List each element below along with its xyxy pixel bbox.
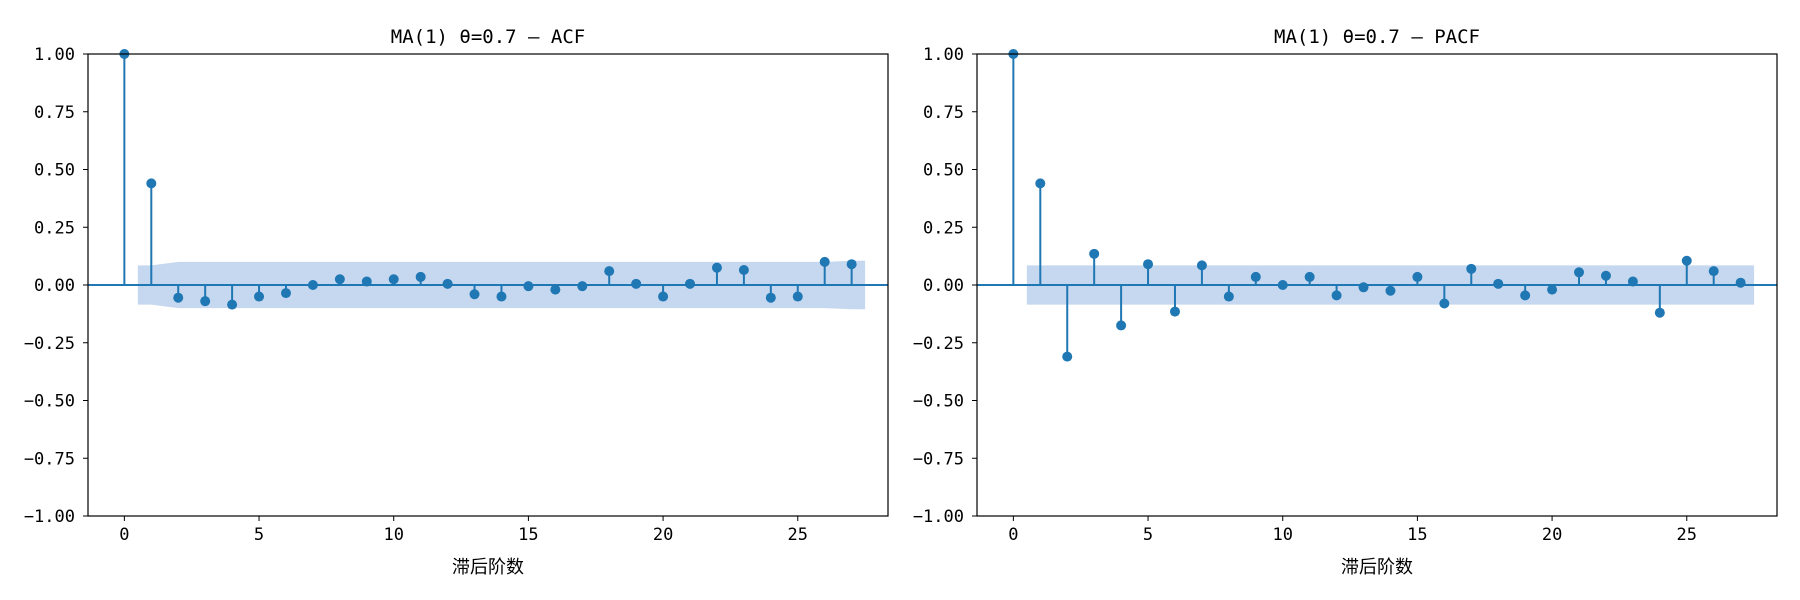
acf-point-lag-27 xyxy=(846,259,857,270)
acf-point-lag-18 xyxy=(604,266,615,277)
pacf-xtick-label: 15 xyxy=(1407,525,1427,545)
pacf-point-lag-1 xyxy=(1035,178,1046,189)
acf-point-lag-16 xyxy=(550,284,561,295)
acf-point-lag-19 xyxy=(631,278,642,289)
acf-ytick-label: −0.75 xyxy=(24,449,75,469)
pacf-point-lag-25 xyxy=(1681,255,1692,266)
pacf-xtick-label: 0 xyxy=(1008,525,1018,545)
pacf-panel: MA(1) θ=0.7 — PACF 1.00 0.75 0.50 0.25 0.00 −… xyxy=(913,26,1778,578)
acf-xtick-label: 20 xyxy=(653,525,673,545)
acf-point-lag-2 xyxy=(173,292,184,303)
pacf-point-lag-5 xyxy=(1143,259,1154,270)
pacf-xtick-label: 10 xyxy=(1272,525,1292,545)
pacf-point-lag-6 xyxy=(1169,306,1180,317)
acf-xtick-label: 10 xyxy=(383,525,403,545)
acf-point-lag-10 xyxy=(388,274,399,285)
pacf-point-lag-18 xyxy=(1493,278,1504,289)
acf-point-lag-20 xyxy=(658,291,669,302)
acf-ytick-label: 0.00 xyxy=(34,276,75,296)
acf-point-lag-15 xyxy=(523,281,534,292)
pacf-point-lag-21 xyxy=(1574,267,1585,278)
acf-xtick-label: 25 xyxy=(788,525,808,545)
acf-point-lag-14 xyxy=(496,291,507,302)
pacf-ytick-label: 1.00 xyxy=(923,45,964,65)
acf-point-lag-1 xyxy=(146,178,157,189)
acf-ytick-label: −0.25 xyxy=(24,334,75,354)
acf-xtick-label: 15 xyxy=(518,525,538,545)
acf-x-ticks: 0 5 10 15 20 25 xyxy=(119,516,808,545)
acf-y-ticks: 1.00 0.75 0.50 0.25 0.00 −0.25 −0.50 −0.75 −1.00 xyxy=(24,45,88,527)
acf-point-lag-25 xyxy=(792,291,803,302)
acf-ytick-label: −1.00 xyxy=(24,507,75,527)
pacf-ytick-label: −0.25 xyxy=(913,334,964,354)
acf-points-layer xyxy=(119,49,857,310)
acf-chart-title: MA(1) θ=0.7 — ACF xyxy=(391,26,585,48)
pacf-point-lag-8 xyxy=(1223,291,1234,302)
acf-ytick-label: 0.75 xyxy=(34,103,75,123)
acf-point-lag-5 xyxy=(254,291,265,302)
pacf-point-lag-11 xyxy=(1304,271,1315,282)
pacf-ytick-label: 0.75 xyxy=(923,103,964,123)
acf-x-axis-label: 滞后阶数 xyxy=(452,557,524,578)
pacf-x-ticks: 0 5 10 15 20 25 xyxy=(1008,516,1697,545)
pacf-point-lag-22 xyxy=(1600,270,1611,281)
acf-point-lag-9 xyxy=(361,276,372,287)
pacf-point-lag-15 xyxy=(1412,271,1423,282)
acf-point-lag-17 xyxy=(577,281,588,292)
pacf-chart-title: MA(1) θ=0.7 — PACF xyxy=(1274,26,1480,48)
acf-panel: MA(1) θ=0.7 — ACF 1.00 0.75 0.50 0.25 0.00 −0… xyxy=(24,26,889,578)
acf-point-lag-13 xyxy=(469,289,480,300)
acf-point-lag-26 xyxy=(819,256,830,267)
pacf-point-lag-4 xyxy=(1116,320,1127,331)
pacf-ytick-label: −0.75 xyxy=(913,449,964,469)
pacf-ytick-label: −1.00 xyxy=(913,507,964,527)
pacf-point-lag-16 xyxy=(1439,298,1450,309)
pacf-point-lag-17 xyxy=(1466,263,1477,274)
acf-point-lag-4 xyxy=(227,299,238,310)
pacf-point-lag-12 xyxy=(1331,290,1342,301)
acf-point-lag-23 xyxy=(738,264,749,275)
acf-point-lag-7 xyxy=(307,280,318,290)
pacf-xtick-label: 20 xyxy=(1542,525,1562,545)
pacf-point-lag-9 xyxy=(1250,271,1261,282)
pacf-ytick-label: 0.50 xyxy=(923,161,964,181)
pacf-points-layer xyxy=(1008,49,1746,362)
acf-point-lag-6 xyxy=(280,288,291,299)
pacf-point-lag-14 xyxy=(1385,285,1396,296)
acf-ytick-label: 0.50 xyxy=(34,161,75,181)
acf-point-lag-24 xyxy=(765,292,776,303)
acf-point-lag-3 xyxy=(200,296,211,307)
pacf-xtick-label: 5 xyxy=(1143,525,1153,545)
acf-point-lag-12 xyxy=(442,278,453,289)
pacf-y-ticks: 1.00 0.75 0.50 0.25 0.00 −0.25 −0.50 −0.75 −1.00 xyxy=(913,45,977,527)
pacf-ytick-label: 0.00 xyxy=(923,276,964,296)
pacf-point-lag-10 xyxy=(1277,280,1288,290)
acf-point-lag-21 xyxy=(685,278,696,289)
pacf-point-lag-20 xyxy=(1547,284,1558,295)
pacf-xtick-label: 25 xyxy=(1677,525,1697,545)
pacf-point-lag-13 xyxy=(1358,282,1369,293)
pacf-point-lag-3 xyxy=(1089,248,1100,259)
acf-xtick-label: 5 xyxy=(254,525,264,545)
pacf-ytick-label: −0.50 xyxy=(913,392,964,412)
pacf-x-axis-label: 滞后阶数 xyxy=(1341,557,1413,578)
acf-point-lag-11 xyxy=(415,271,426,282)
pacf-point-lag-23 xyxy=(1627,276,1638,287)
acf-point-lag-8 xyxy=(334,274,345,285)
pacf-point-lag-7 xyxy=(1196,260,1207,271)
pacf-point-lag-27 xyxy=(1735,277,1746,288)
pacf-point-lag-19 xyxy=(1520,290,1531,301)
pacf-stems-layer xyxy=(1012,54,1742,357)
acf-ytick-label: 0.25 xyxy=(34,218,75,238)
pacf-point-lag-26 xyxy=(1708,266,1719,277)
pacf-point-lag-24 xyxy=(1654,307,1665,318)
pacf-point-lag-2 xyxy=(1062,351,1073,362)
pacf-ytick-label: 0.25 xyxy=(923,218,964,238)
acf-ytick-label: −0.50 xyxy=(24,392,75,412)
acf-point-lag-22 xyxy=(711,262,722,273)
acf-ytick-label: 1.00 xyxy=(34,45,75,65)
acf-xtick-label: 0 xyxy=(119,525,129,545)
